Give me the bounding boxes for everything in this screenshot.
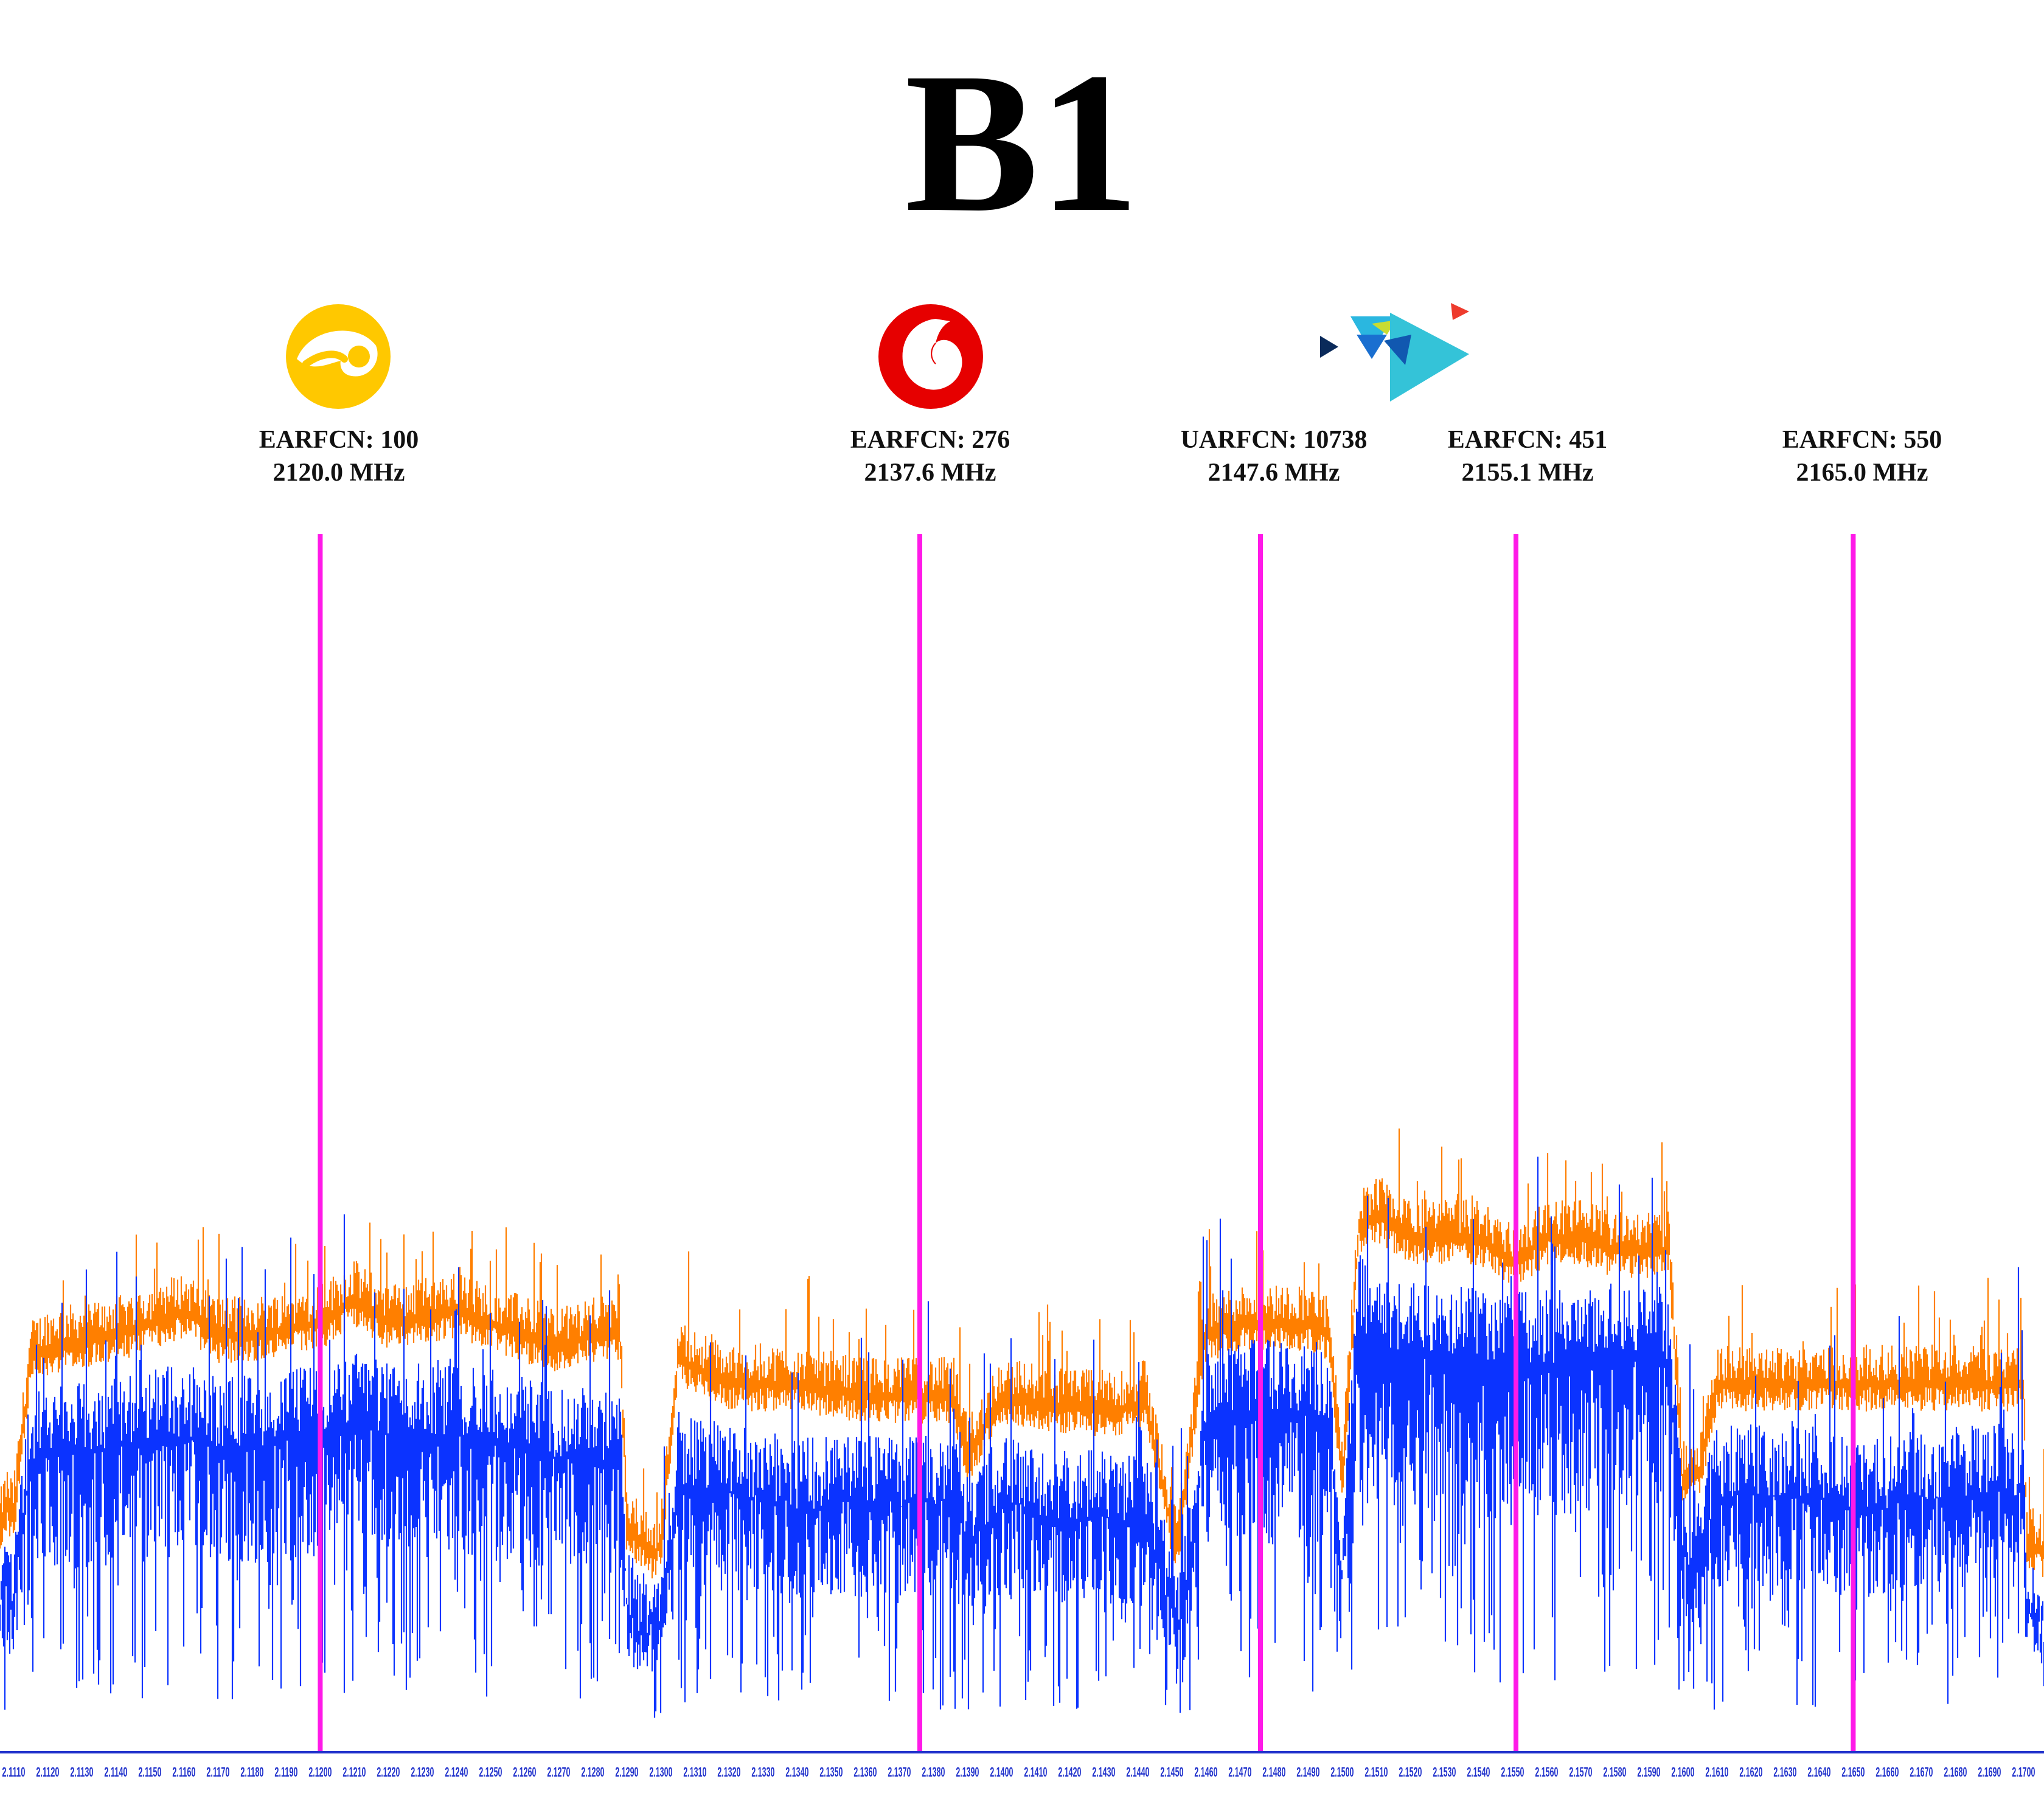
- x-tick-label: 2.1120: [36, 1764, 59, 1780]
- x-tick-label: 2.1110: [2, 1764, 25, 1780]
- marker-frequency: 2147.6 MHz: [1208, 459, 1340, 487]
- x-tick-label: 2.1690: [1978, 1764, 2001, 1780]
- x-tick-label: 2.1390: [956, 1764, 979, 1780]
- chart-title: B1: [905, 32, 1139, 254]
- x-axis: 2.1110 2.1120 2.1130 2.1140 2.1150 2.1160 2.11…: [0, 1751, 2044, 1780]
- x-tick-label: 2.1310: [683, 1764, 706, 1780]
- x-tick-label: 2.1520: [1399, 1764, 1422, 1780]
- x-tick-label: 2.1380: [922, 1764, 945, 1780]
- x-tick-label: 2.1460: [1194, 1764, 1217, 1780]
- x-tick-label: 2.1290: [615, 1764, 638, 1780]
- vodafone-icon: [877, 303, 984, 410]
- x-tick-label: 2.1440: [1126, 1764, 1149, 1780]
- x-tick-label: 2.1130: [70, 1764, 93, 1780]
- x-tick-label: 2.1640: [1807, 1764, 1830, 1780]
- marker-frequency: 2155.1 MHz: [1461, 459, 1594, 487]
- turk-telekom-icon: [1314, 298, 1478, 408]
- marker-label-earfcn-550: EARFCN: 550 2165.0 MHz: [1734, 423, 1990, 489]
- x-tick-label: 2.1330: [751, 1764, 774, 1780]
- x-tick-label: 2.1660: [1875, 1764, 1899, 1780]
- x-tick-label: 2.1490: [1296, 1764, 1319, 1780]
- x-tick-label: 2.1250: [479, 1764, 502, 1780]
- x-tick-label: 2.1430: [1092, 1764, 1115, 1780]
- x-tick-label: 2.1160: [172, 1764, 195, 1780]
- x-tick-label: 2.1540: [1467, 1764, 1490, 1780]
- x-tick-label: 2.1210: [342, 1764, 366, 1780]
- x-tick-label: 2.1180: [240, 1764, 263, 1780]
- x-tick-label: 2.1140: [104, 1764, 127, 1780]
- marker-label-uarfcn-10738: UARFCN: 10738 2147.6 MHz: [1146, 423, 1402, 489]
- x-tick-label: 2.1680: [1944, 1764, 1967, 1780]
- marker-channel: EARFCN: 550: [1782, 426, 1942, 454]
- x-tick-label: 2.1150: [138, 1764, 161, 1780]
- x-tick-label: 2.1630: [1773, 1764, 1796, 1780]
- x-tick-label: 2.1340: [785, 1764, 808, 1780]
- marker-frequency: 2137.6 MHz: [864, 459, 996, 487]
- x-tick-label: 2.1500: [1330, 1764, 1354, 1780]
- x-tick-label: 2.1570: [1569, 1764, 1592, 1780]
- marker-channel: EARFCN: 451: [1447, 426, 1608, 454]
- x-tick-label: 2.1370: [888, 1764, 911, 1780]
- live-trace: [0, 1157, 2044, 1718]
- live-series: [0, 1157, 2044, 1718]
- x-tick-label: 2.1190: [274, 1764, 297, 1780]
- x-tick-label: 2.1700: [2012, 1764, 2035, 1780]
- marker-channel: EARFCN: 276: [850, 426, 1010, 454]
- x-tick-label: 2.1400: [990, 1764, 1013, 1780]
- x-tick-label: 2.1480: [1262, 1764, 1285, 1780]
- marker-label-earfcn-451: EARFCN: 451 2155.1 MHz: [1400, 423, 1655, 489]
- marker-label-earfcn-276: EARFCN: 276 2137.6 MHz: [802, 423, 1058, 489]
- x-tick-label: 2.1590: [1637, 1764, 1660, 1780]
- x-tick-label: 2.1410: [1024, 1764, 1047, 1780]
- marker-frequency: 2165.0 MHz: [1796, 459, 1928, 487]
- x-tick-label: 2.1320: [717, 1764, 740, 1780]
- x-tick-label: 2.1600: [1671, 1764, 1694, 1780]
- x-tick-label: 2.1350: [819, 1764, 843, 1780]
- x-tick-label: 2.1420: [1058, 1764, 1081, 1780]
- x-tick-label: 2.1530: [1433, 1764, 1456, 1780]
- x-tick-label: 2.1260: [513, 1764, 536, 1780]
- x-tick-label: 2.1170: [206, 1764, 229, 1780]
- x-tick-label: 2.1450: [1160, 1764, 1183, 1780]
- turkcell-icon: [285, 303, 392, 410]
- x-tick-label: 2.1220: [377, 1764, 400, 1780]
- x-tick-label: 2.1510: [1364, 1764, 1388, 1780]
- frequency-markers: [318, 534, 1856, 1752]
- x-tick-label: 2.1360: [853, 1764, 877, 1780]
- marker-channel: EARFCN: 100: [259, 426, 419, 454]
- x-tick-label: 2.1560: [1535, 1764, 1558, 1780]
- x-tick-label: 2.1620: [1739, 1764, 1762, 1780]
- x-tick-label: 2.1550: [1501, 1764, 1524, 1780]
- x-tick-label: 2.1470: [1228, 1764, 1251, 1780]
- marker-frequency: 2120.0 MHz: [273, 459, 405, 487]
- x-tick-label: 2.1650: [1841, 1764, 1865, 1780]
- marker-label-earfcn-100: EARFCN: 100 2120.0 MHz: [211, 423, 467, 489]
- marker-channel: UARFCN: 10738: [1180, 426, 1368, 454]
- x-tick-label: 2.1670: [1910, 1764, 1933, 1780]
- x-tick-label: 2.1300: [649, 1764, 672, 1780]
- x-tick-label: 2.1580: [1603, 1764, 1626, 1780]
- x-tick-label: 2.1280: [581, 1764, 604, 1780]
- x-tick-label: 2.1230: [411, 1764, 434, 1780]
- x-tick-label: 2.1610: [1705, 1764, 1728, 1780]
- x-tick-label: 2.1240: [445, 1764, 468, 1780]
- x-tick-label: 2.1200: [308, 1764, 332, 1780]
- x-tick-label: 2.1270: [547, 1764, 570, 1780]
